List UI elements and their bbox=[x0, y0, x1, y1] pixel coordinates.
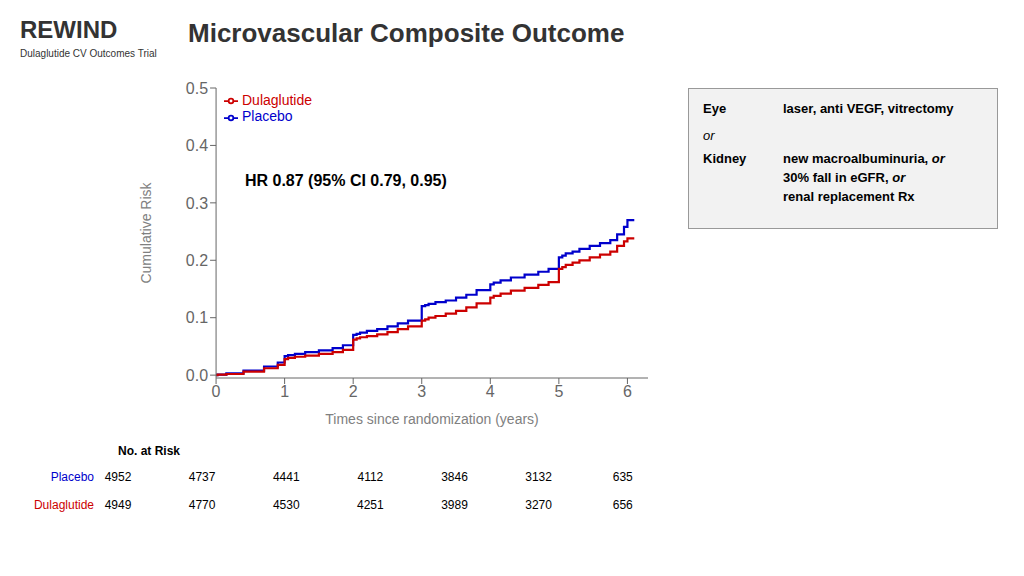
html-text:4530: 4530 bbox=[272, 498, 300, 512]
html-text:3846: 3846 bbox=[441, 470, 468, 484]
html-text:4737: 4737 bbox=[188, 470, 216, 484]
svg-text:0.1: 0.1 bbox=[186, 309, 208, 326]
html-text:4441: 4441 bbox=[272, 470, 300, 484]
html-text:4112: 4112 bbox=[357, 470, 384, 484]
svg-text:0.4: 0.4 bbox=[186, 137, 208, 154]
svg-text:1: 1 bbox=[280, 383, 289, 400]
html-text:Placebo: Placebo bbox=[50, 470, 94, 484]
html-text:Dulaglutide CV Outcomes Trial: Dulaglutide CV Outcomes Trial bbox=[20, 48, 157, 59]
html-text:Dulaglutide: Dulaglutide bbox=[34, 498, 94, 512]
html-text:renal replacement Rx: renal replacement Rx bbox=[783, 189, 915, 204]
html-text:Dulaglutide: Dulaglutide bbox=[242, 92, 313, 108]
svg-text:5: 5 bbox=[554, 383, 563, 400]
html-text:3270: 3270 bbox=[525, 498, 552, 512]
svg-text:0.5: 0.5 bbox=[186, 80, 208, 97]
html-text:Placebo: Placebo bbox=[242, 108, 293, 125]
svg-text:0.3: 0.3 bbox=[186, 195, 208, 212]
svg-text:0: 0 bbox=[212, 383, 221, 400]
html-text:new macroalbuminuria, or: new macroalbuminuria, or bbox=[783, 151, 945, 166]
html-text:laser, anti VEGF, vitrectomy: laser, anti VEGF, vitrectomy bbox=[783, 101, 954, 116]
svg-text:Times since randomization (yea: Times since randomization (years) bbox=[325, 411, 538, 427]
html-text:or: or bbox=[703, 128, 715, 143]
html-text:Eye: Eye bbox=[703, 101, 727, 116]
html-text:4952: 4952 bbox=[104, 470, 132, 484]
html-text:656: 656 bbox=[612, 498, 633, 512]
html-text:Microvascular Composite Outcom: Microvascular Composite Outcome bbox=[188, 18, 625, 48]
html-text:30% fall in eGFR, or: 30% fall in eGFR, or bbox=[783, 170, 906, 185]
html-text:635: 635 bbox=[612, 470, 633, 484]
svg-text:0.2: 0.2 bbox=[186, 252, 208, 269]
svg-text:2: 2 bbox=[349, 383, 358, 400]
html-text:4949: 4949 bbox=[104, 498, 132, 512]
html-text:REWIND: REWIND bbox=[20, 16, 118, 43]
html-text:No. at Risk: No. at Risk bbox=[118, 444, 180, 458]
html-text:3132: 3132 bbox=[525, 470, 552, 484]
html-text:HR 0.87 (95% CI 0.79, 0.95): HR 0.87 (95% CI 0.79, 0.95) bbox=[244, 171, 447, 189]
html-text:Kidney: Kidney bbox=[703, 151, 747, 166]
svg-text:4: 4 bbox=[486, 383, 495, 400]
svg-text:Cumulative Risk: Cumulative Risk bbox=[138, 181, 154, 283]
html-text:4251: 4251 bbox=[357, 498, 384, 512]
svg-text:6: 6 bbox=[623, 383, 632, 400]
html-text:3989: 3989 bbox=[441, 498, 468, 512]
svg-text:0.0: 0.0 bbox=[186, 367, 208, 384]
html-text:4770: 4770 bbox=[188, 498, 216, 512]
svg-text:3: 3 bbox=[417, 383, 426, 400]
